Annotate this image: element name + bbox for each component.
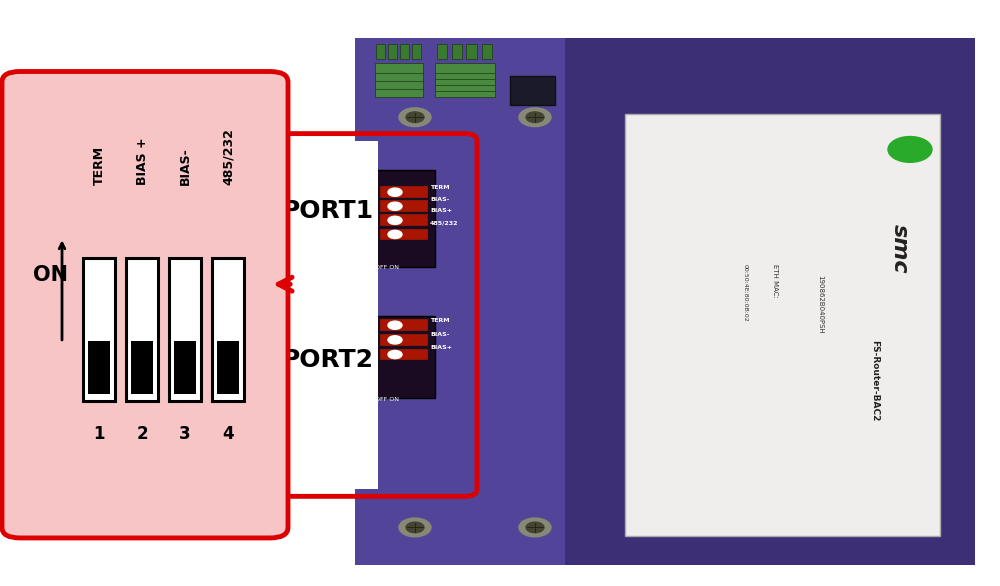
Text: ON: ON: [33, 265, 68, 285]
Text: smc: smc: [890, 224, 910, 274]
Text: BIAS-: BIAS-: [430, 332, 449, 336]
Text: R1: R1: [358, 214, 365, 219]
Bar: [88, 341, 110, 394]
Text: BIAS-: BIAS-: [178, 147, 192, 185]
Text: 485/232: 485/232: [221, 128, 234, 185]
Bar: [466, 44, 477, 59]
Bar: [482, 44, 492, 59]
Bar: [435, 74, 495, 85]
Bar: [169, 258, 201, 401]
Circle shape: [388, 188, 402, 196]
Bar: [375, 79, 423, 89]
Bar: [355, 38, 565, 565]
Bar: [380, 200, 428, 212]
Bar: [388, 44, 397, 59]
Text: BIAS-: BIAS-: [430, 197, 449, 202]
Circle shape: [406, 112, 424, 122]
Bar: [400, 44, 409, 59]
Circle shape: [526, 522, 544, 533]
Bar: [435, 69, 495, 79]
Text: BIAS+: BIAS+: [430, 209, 452, 213]
Circle shape: [406, 522, 424, 533]
Text: 2: 2: [136, 425, 148, 443]
Text: 1: 1: [93, 425, 105, 443]
Circle shape: [888, 137, 932, 162]
Circle shape: [519, 518, 551, 537]
Bar: [376, 44, 385, 59]
Bar: [375, 86, 423, 97]
Text: FS-Router-BAC2: FS-Router-BAC2: [870, 340, 880, 421]
Bar: [355, 38, 975, 565]
Bar: [452, 44, 462, 59]
Text: ETH MAC:: ETH MAC:: [772, 264, 778, 298]
Text: TERM: TERM: [430, 185, 450, 190]
Bar: [375, 70, 423, 81]
Text: OFF ON: OFF ON: [375, 265, 399, 270]
Circle shape: [399, 518, 431, 537]
Text: R2: R2: [358, 340, 365, 345]
Bar: [380, 334, 428, 346]
Bar: [435, 86, 495, 97]
Bar: [380, 229, 428, 240]
Circle shape: [519, 108, 551, 127]
Bar: [436, 44, 447, 59]
Circle shape: [388, 202, 402, 210]
Text: OFF ON: OFF ON: [375, 397, 399, 402]
Circle shape: [388, 230, 402, 239]
Text: PORT2: PORT2: [282, 349, 374, 372]
Bar: [275, 141, 378, 489]
Text: BIAS+: BIAS+: [430, 345, 452, 350]
Bar: [174, 341, 196, 394]
Bar: [625, 114, 940, 536]
Bar: [83, 258, 115, 401]
Bar: [412, 44, 421, 59]
Circle shape: [388, 336, 402, 344]
Circle shape: [388, 350, 402, 359]
Circle shape: [388, 321, 402, 329]
Bar: [370, 170, 435, 267]
Bar: [510, 76, 555, 105]
Text: TERM: TERM: [92, 145, 106, 185]
Text: 190862B040PSH: 190862B040PSH: [817, 275, 823, 334]
Circle shape: [388, 216, 402, 224]
Text: 485/232: 485/232: [430, 220, 458, 225]
FancyBboxPatch shape: [2, 71, 288, 538]
Bar: [435, 80, 495, 91]
Bar: [380, 349, 428, 360]
Bar: [565, 38, 975, 565]
Bar: [380, 319, 428, 331]
Circle shape: [526, 112, 544, 122]
Bar: [370, 316, 435, 398]
Bar: [380, 186, 428, 198]
Bar: [212, 258, 244, 401]
Circle shape: [399, 108, 431, 127]
Text: 3: 3: [179, 425, 191, 443]
Bar: [131, 341, 153, 394]
Bar: [380, 214, 428, 226]
Text: PORT1: PORT1: [282, 199, 374, 223]
Bar: [126, 258, 158, 401]
Text: 00:50:4E:80:0B:02: 00:50:4E:80:0B:02: [742, 264, 748, 322]
Bar: [217, 341, 239, 394]
Text: BIAS +: BIAS +: [136, 137, 149, 185]
Bar: [375, 63, 423, 73]
Text: 4: 4: [222, 425, 234, 443]
Text: TERM: TERM: [430, 318, 450, 323]
Bar: [435, 63, 495, 73]
